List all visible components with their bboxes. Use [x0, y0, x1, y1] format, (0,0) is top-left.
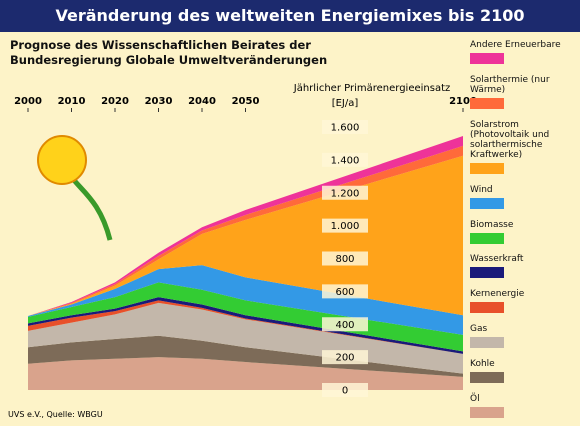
y-tick-box — [322, 185, 368, 200]
legend-label: Biomasse — [470, 219, 514, 230]
title-bar — [0, 0, 580, 32]
y-tick-label: 600 — [335, 287, 354, 298]
legend-swatch — [470, 406, 504, 418]
legend-item: Wasserkraft — [470, 254, 576, 279]
y-tick-box — [322, 383, 368, 397]
legend-label: Kernenergie — [470, 289, 525, 300]
legend-item: Öl — [470, 394, 576, 418]
legend-label: Gas — [470, 324, 488, 335]
x-tick-label: 2030 — [145, 96, 173, 107]
legend-item: Biomasse — [470, 220, 576, 244]
legend-swatch — [470, 53, 504, 64]
y-tick-box — [322, 152, 368, 167]
x-tick-label: 2010 — [58, 96, 86, 107]
legend-swatch — [470, 302, 504, 314]
chart-subtitle: Prognose des Wissenschaftlichen Beirates… — [10, 38, 328, 67]
y-tick-label: 1.600 — [331, 123, 360, 134]
y-tick-box — [322, 120, 368, 134]
legend-item: Solarthermie (nur Wärme) — [470, 75, 576, 109]
x-tick-label: 2100 — [449, 96, 477, 107]
y-tick-label: 0 — [342, 386, 348, 397]
legend-label: Solarthermie (nur Wärme) — [470, 74, 550, 95]
area — [28, 145, 463, 317]
legend-label: Andere Erneuerbare — [470, 40, 561, 50]
legend: Andere Erneuerbare Solarthermie (nur Wärm… — [470, 40, 576, 418]
y-tick-label: 1.200 — [331, 188, 360, 199]
y-tick-box — [322, 284, 368, 299]
legend-swatch — [470, 337, 504, 349]
legend-item: Gas — [470, 324, 576, 349]
y-tick-label: 1.000 — [331, 221, 360, 232]
area — [28, 335, 463, 377]
legend-item: Solarstrom (Photovoltaik und solarthermi… — [470, 120, 576, 174]
area — [28, 357, 463, 390]
legend-label: Wind — [470, 184, 493, 195]
y-tick-label: 800 — [335, 254, 354, 265]
y-tick-box — [322, 218, 368, 233]
legend-item: Andere Erneuerbare — [470, 40, 576, 64]
legend-swatch — [470, 197, 504, 209]
legend-label: Öl — [470, 393, 480, 404]
legend-item: Wind — [470, 185, 576, 209]
legend-label: Wasserkraft — [470, 254, 524, 265]
legend-swatch — [470, 372, 504, 383]
y-axis-label: Jährlicher Primärenergieeinsatz — [293, 83, 451, 94]
legend-swatch — [470, 232, 504, 244]
legend-label: Kohle — [470, 359, 495, 369]
legend-swatch — [470, 97, 504, 109]
legend-label: Solarstrom (Photovoltaik und solarthermi… — [470, 119, 550, 160]
y-tick-box — [322, 251, 368, 266]
y-axis-unit: [EJ/a] — [332, 98, 359, 109]
source: UVS e.V., Quelle: WBGU — [8, 410, 103, 419]
area — [28, 136, 463, 317]
legend-swatch — [470, 162, 504, 174]
y-tick-box — [322, 317, 368, 332]
y-tick-label: 400 — [335, 320, 354, 331]
y-tick-box — [322, 350, 368, 365]
x-tick-label: 2050 — [232, 96, 260, 107]
y-tick-label: 1.400 — [331, 155, 360, 166]
subtitle-box: Prognose des Wissenschaftlichen Beirates… — [10, 38, 328, 67]
legend-item: Kernenergie — [470, 289, 576, 314]
decoration — [37, 135, 113, 241]
legend-swatch — [470, 267, 504, 279]
chart-title: Veränderung des weltweiten Energiemixes … — [55, 6, 524, 25]
y-tick-label: 200 — [335, 353, 354, 364]
x-tick-label: 2000 — [14, 96, 42, 107]
x-tick-label: 2020 — [101, 96, 129, 107]
area — [28, 282, 463, 352]
x-tick-label: 2040 — [188, 96, 216, 107]
legend-item: Kohle — [470, 359, 576, 383]
